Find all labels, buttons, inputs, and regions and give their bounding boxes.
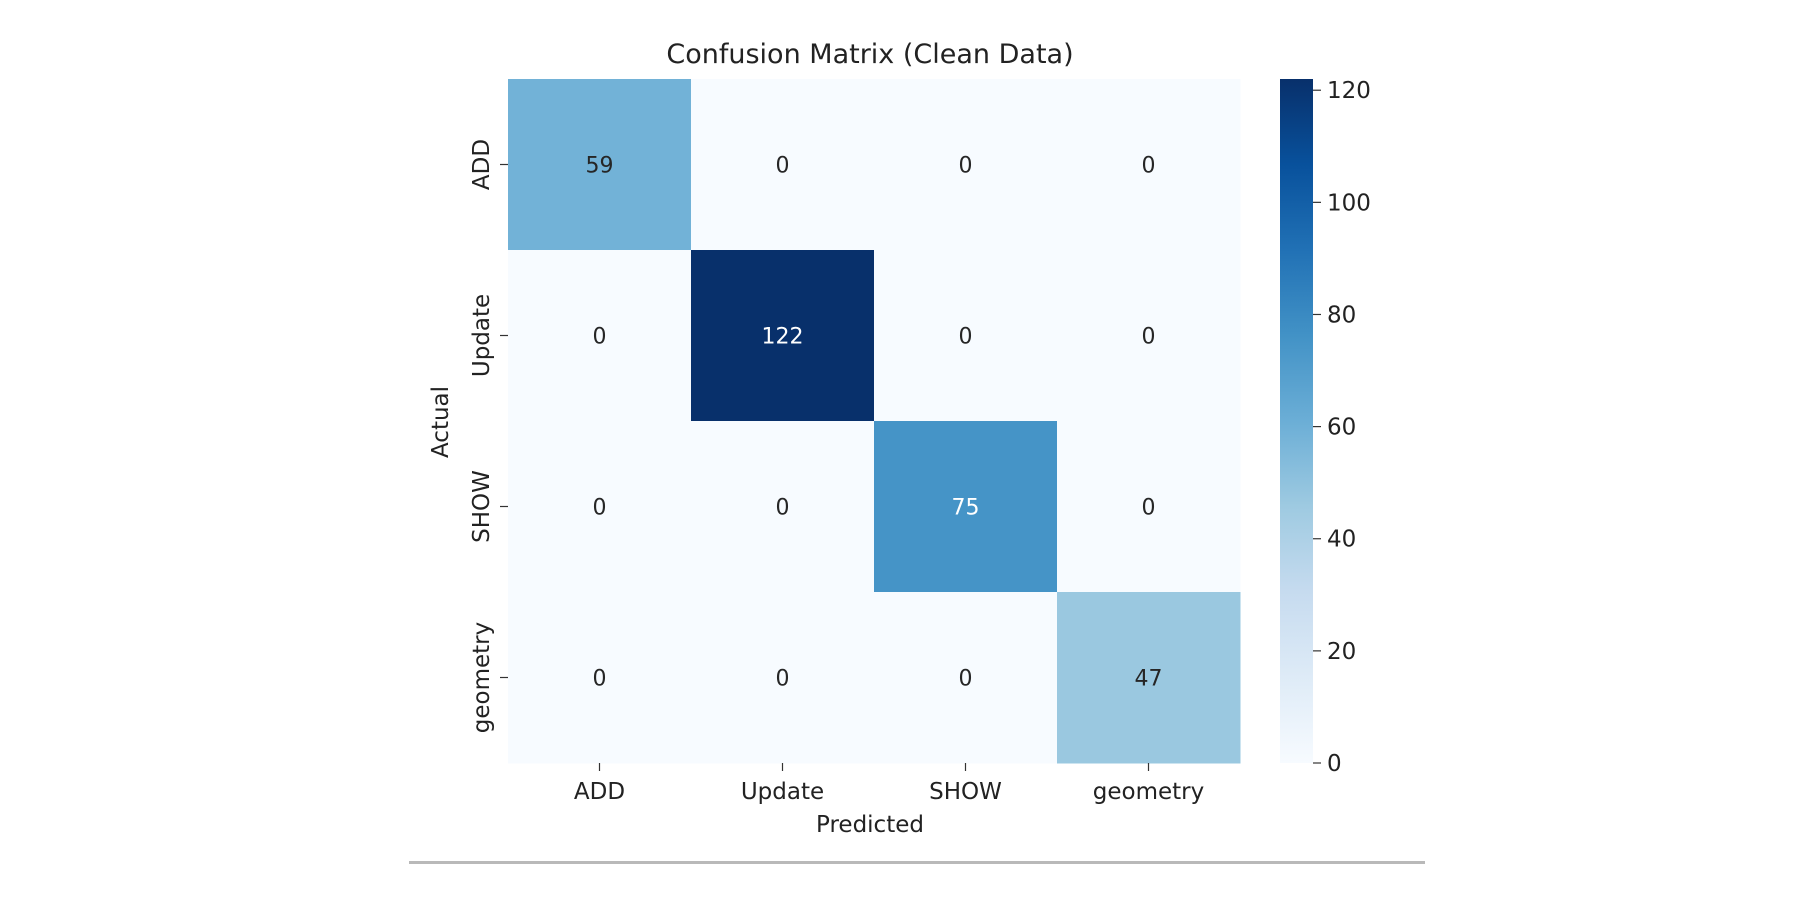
cell-value-label: 0 — [776, 496, 790, 521]
heatmap-cell — [691, 79, 875, 251]
cell-value-label: 0 — [776, 667, 790, 692]
heatmap-cell — [874, 421, 1058, 593]
cell-value-label: 0 — [959, 667, 973, 692]
colorbar-ticks: 0 20 40 60 80 100 120 — [1313, 78, 1371, 777]
heatmap-cell — [874, 250, 1058, 422]
heatmap-cell — [508, 592, 692, 764]
heatmap-cell — [1057, 421, 1241, 593]
chart-title: Confusion Matrix (Clean Data) — [666, 39, 1073, 70]
cell-value-label: 0 — [959, 325, 973, 350]
y-axis-ticks: ADD Update SHOW geometry — [469, 139, 508, 733]
cell-value-label: 75 — [952, 496, 980, 521]
heatmap-cell-labels: 59 0 0 0 0 122 0 0 0 0 75 0 0 0 0 47 — [586, 154, 1163, 692]
cell-value-label: 59 — [586, 154, 614, 179]
colorbar-tick-label: 60 — [1327, 415, 1356, 441]
colorbar: 0 20 40 60 80 100 120 — [1280, 78, 1371, 777]
x-tick-label: SHOW — [929, 779, 1002, 805]
colorbar-tick-label: 20 — [1327, 639, 1356, 665]
y-axis-label: Actual — [428, 386, 454, 458]
cell-value-label: 0 — [593, 325, 607, 350]
y-tick-label: geometry — [469, 622, 495, 733]
heatmap-cell — [1057, 79, 1241, 251]
cell-value-label: 0 — [593, 496, 607, 521]
heatmap-cell — [691, 592, 875, 764]
cell-value-label: 122 — [762, 325, 804, 350]
colorbar-tick-label: 40 — [1327, 527, 1356, 553]
y-tick-label: Update — [469, 294, 495, 377]
heatmap-cells — [508, 79, 1241, 764]
cell-value-label: 0 — [593, 667, 607, 692]
colorbar-tick-label: 120 — [1327, 78, 1371, 104]
x-tick-label: geometry — [1093, 779, 1204, 805]
heatmap-cell — [508, 421, 692, 593]
colorbar-tick-label: 100 — [1327, 190, 1371, 216]
cell-value-label: 0 — [1142, 154, 1156, 179]
heatmap-cell — [691, 250, 875, 422]
heatmap-cell — [508, 79, 692, 251]
x-axis-label: Predicted — [816, 812, 924, 838]
cell-value-label: 47 — [1135, 667, 1163, 692]
bottom-divider — [409, 861, 1425, 864]
x-tick-label: ADD — [574, 779, 625, 805]
y-tick-label: ADD — [469, 139, 495, 190]
cell-value-label: 0 — [959, 154, 973, 179]
heatmap-cell — [874, 592, 1058, 764]
heatmap-cell — [874, 79, 1058, 251]
heatmap-cell — [1057, 592, 1241, 764]
cell-value-label: 0 — [1142, 325, 1156, 350]
cell-value-label: 0 — [1142, 496, 1156, 521]
x-axis-ticks: ADD Update SHOW geometry — [574, 763, 1204, 805]
colorbar-tick-label: 0 — [1327, 751, 1342, 777]
x-tick-label: Update — [741, 779, 824, 805]
y-tick-label: SHOW — [469, 470, 495, 543]
cell-value-label: 0 — [776, 154, 790, 179]
heatmap-cell — [508, 250, 692, 422]
colorbar-gradient — [1280, 79, 1313, 763]
heatmap-cell — [1057, 250, 1241, 422]
colorbar-tick-label: 80 — [1327, 302, 1356, 328]
heatmap-cell — [691, 421, 875, 593]
